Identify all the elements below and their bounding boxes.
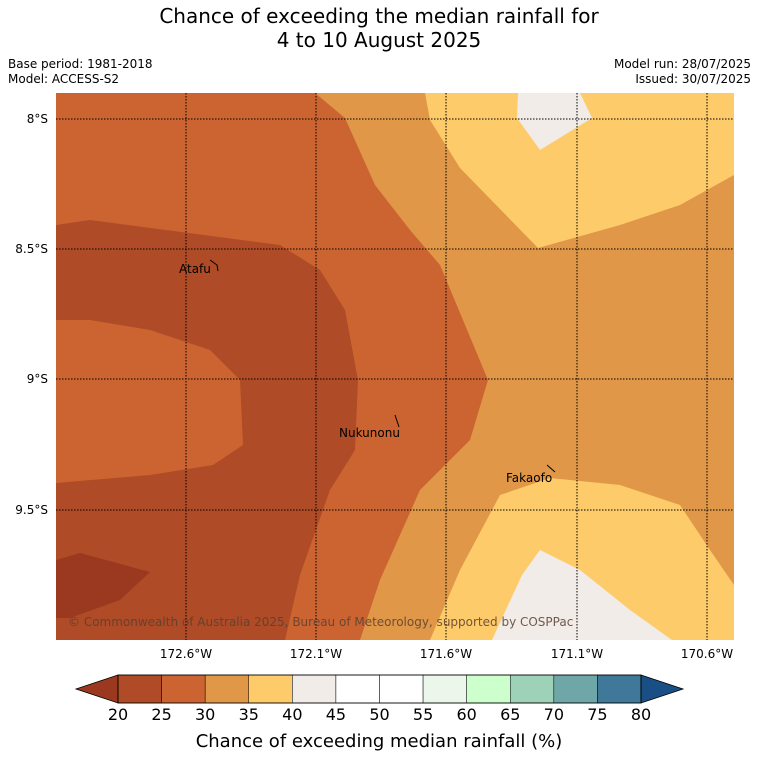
issued-date: Issued: 30/07/2025 <box>635 72 751 86</box>
place-label-fakaofo: Fakaofo <box>506 471 552 485</box>
islands <box>209 259 556 473</box>
colorbar-segment <box>379 674 424 704</box>
graticule <box>56 93 734 640</box>
lon-axis-labels: 172.6°W 172.1°W 171.6°W 171.1°W 170.6°W <box>160 647 733 661</box>
atafu-atoll-outline <box>209 259 219 272</box>
copyright-notice: © Commonwealth of Australia 2025, Bureau… <box>68 615 573 629</box>
colorbar-tick-label: 75 <box>587 705 607 724</box>
lat-label-9-5s: 9.5°S <box>15 503 48 517</box>
fakaofo-atoll-outline <box>546 464 556 473</box>
place-label-atafu: Atafu <box>179 262 211 276</box>
colorbar-tick-label: 40 <box>282 705 302 724</box>
lon-label-172-1w: 172.1°W <box>290 647 342 661</box>
colorbar-tick-label: 45 <box>326 705 346 724</box>
colorbar-over-arrow <box>640 674 685 704</box>
colorbar-segment <box>422 674 467 704</box>
colorbar-segments <box>117 674 642 704</box>
colorbar-tick-label: 50 <box>369 705 389 724</box>
colorbar-segment <box>597 674 642 704</box>
colorbar-tick-label: 25 <box>151 705 171 724</box>
colorbar-title: Chance of exceeding median rainfall (%) <box>196 731 563 752</box>
colorbar-under-arrow <box>74 674 119 704</box>
meta-left: Base period: 1981-2018 Model: ACCESS-S2 <box>8 57 153 87</box>
colorbar-segment <box>204 674 250 704</box>
lon-label-171-6w: 171.6°W <box>420 647 472 661</box>
region-40-45-south <box>492 550 672 640</box>
lat-label-9s: 9°S <box>27 372 48 386</box>
model-name: Model: ACCESS-S2 <box>8 72 120 86</box>
colorbar-segment <box>335 674 380 704</box>
lon-label-171-1w: 171.1°W <box>551 647 603 661</box>
colorbar-tick-label: 65 <box>500 705 520 724</box>
colorbar-outline <box>117 674 642 704</box>
region-35-40-south <box>430 478 734 640</box>
map-title-line1: Chance of exceeding the median rainfall … <box>159 4 599 28</box>
colorbar-tick-label: 70 <box>544 705 564 724</box>
lat-label-8-5s: 8.5°S <box>15 242 48 256</box>
lon-label-170-6w: 170.6°W <box>681 647 733 661</box>
colorbar-tick-label: 35 <box>239 705 259 724</box>
region-40-45-north <box>517 93 592 150</box>
colorbar-tick-label: 20 <box>108 705 128 724</box>
map-panel: Atafu Nukunonu Fakaofo © Commonwealth of… <box>56 93 734 640</box>
colorbar-tick-label: 30 <box>195 705 215 724</box>
colorbar: 20 25 30 35 40 45 50 55 60 65 70 75 80 Chance of exc… <box>74 674 685 752</box>
place-label-nukunonu: Nukunonu <box>339 426 400 440</box>
colorbar-segment <box>553 674 598 704</box>
map-title: Chance of exceeding the median rainfall … <box>0 4 758 52</box>
colorbar-tick-label: 55 <box>413 705 433 724</box>
region-below-20 <box>56 553 150 618</box>
colorbar-segment <box>292 674 337 704</box>
colorbar-tick-label: 60 <box>456 705 476 724</box>
colorbar-tick-label: 80 <box>631 705 651 724</box>
base-period: Base period: 1981-2018 <box>8 57 153 71</box>
lat-label-8s: 8°S <box>27 112 48 126</box>
colorbar-segment <box>161 674 206 704</box>
colorbar-segment <box>117 674 162 704</box>
region-35-40-north <box>425 93 734 248</box>
lat-axis-labels: 8°S 8.5°S 9°S 9.5°S <box>15 112 48 517</box>
colorbar-tick-labels: 20 25 30 35 40 45 50 55 60 65 70 75 80 <box>108 705 651 724</box>
colorbar-segment <box>510 674 555 704</box>
lon-label-172-6w: 172.6°W <box>160 647 212 661</box>
meta-right: Model run: 28/07/2025 Issued: 30/07/2025 <box>614 57 751 87</box>
model-run: Model run: 28/07/2025 <box>613 57 751 71</box>
colorbar-segment <box>466 674 511 704</box>
nukunonu-atoll-outline <box>394 414 400 428</box>
region-25-30-inner <box>56 320 243 483</box>
map-title-line2: 4 to 10 August 2025 <box>276 28 482 52</box>
colorbar-segment <box>248 674 293 704</box>
